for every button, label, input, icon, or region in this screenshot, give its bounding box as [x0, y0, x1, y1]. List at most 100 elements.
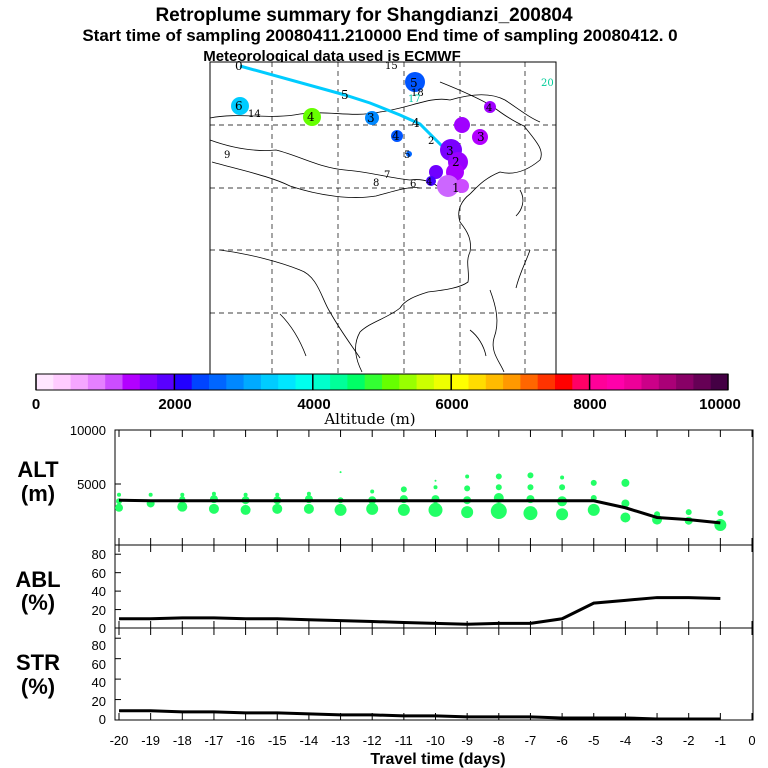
x-tick-label: -14	[300, 733, 319, 748]
alt-particle-dot	[272, 503, 283, 514]
str-ytick: 80	[92, 638, 106, 653]
x-tick-label: 0	[748, 733, 755, 748]
alt-series-line	[118, 498, 721, 525]
svg-text:2: 2	[452, 155, 460, 169]
colorbar-swatch	[451, 374, 469, 390]
panel-frames	[114, 429, 754, 721]
colorbar-swatch	[347, 374, 366, 390]
svg-text:2: 2	[428, 136, 434, 147]
colorbar-swatch	[278, 374, 296, 390]
x-tick-label: -3	[651, 733, 663, 748]
svg-text:1: 1	[452, 181, 460, 195]
x-axis-label: Travel time (days)	[370, 751, 505, 768]
alt-unit: (m)	[21, 481, 55, 506]
x-tick-label: -13	[331, 733, 350, 748]
x-tick-label: -6	[556, 733, 568, 748]
colorbar-swatch	[53, 374, 71, 390]
alt-particle-dot	[490, 503, 507, 519]
plume-marker	[303, 108, 321, 126]
alt-particle-dot	[527, 484, 534, 491]
plume-marker	[455, 179, 469, 193]
abl-ytick: 40	[92, 584, 106, 599]
alt-particle-dot	[465, 474, 470, 479]
str-unit: (%)	[21, 674, 55, 699]
alt-particle-dot	[148, 492, 153, 497]
plume-marker	[429, 165, 443, 179]
map-panel: 0 5 4 5 4 3 2 1 6 14 4 15 20 18 17 3 4 8…	[209, 59, 557, 375]
alt-particle-dot	[685, 509, 692, 516]
colorbar-swatch	[485, 374, 504, 390]
colorbar-swatch	[174, 374, 193, 390]
plume-marker	[472, 129, 488, 145]
str-frame	[114, 627, 754, 721]
alt-particle-dot	[587, 503, 600, 516]
alt-particle-dot	[211, 491, 216, 496]
colorbar-swatch	[641, 374, 660, 390]
x-tick-label: -18	[173, 733, 192, 748]
x-tick-label: -8	[493, 733, 505, 748]
colorbar-swatch	[330, 374, 348, 390]
abl-ytick: 0	[99, 621, 106, 636]
alt-particle-dot	[717, 510, 724, 517]
str-ytick: 20	[92, 694, 106, 709]
x-tick-label: -15	[268, 733, 287, 748]
colorbar-swatch	[433, 374, 452, 390]
colorbar-swatch	[364, 374, 383, 390]
svg-text:4: 4	[426, 177, 432, 188]
svg-text:6: 6	[235, 99, 243, 113]
alt-particle-dot	[559, 484, 566, 491]
svg-text:3: 3	[446, 144, 454, 158]
x-tick-label: -17	[205, 733, 224, 748]
colorbar-label: Altitude (m)	[323, 410, 415, 428]
colorbar-swatch	[209, 374, 227, 390]
svg-text:6: 6	[410, 179, 416, 190]
colorbar-swatch	[693, 374, 712, 390]
colorbar-swatch	[520, 374, 539, 390]
colorbar-swatch	[295, 374, 314, 390]
alt-particle-dot	[621, 499, 630, 508]
svg-text:4: 4	[486, 103, 492, 114]
colorbar-swatch	[399, 374, 417, 390]
plume-marker	[426, 176, 436, 186]
map-coastlines	[209, 81, 542, 373]
alt-particle-dot	[621, 478, 630, 487]
colorbar-tick: 4000	[297, 396, 330, 413]
alt-particle-dot	[370, 489, 375, 494]
colorbar-swatch	[503, 374, 521, 390]
colorbar-tick: 8000	[573, 396, 606, 413]
figure-title: Retroplume summary for Shangdianzi_20080…	[155, 5, 573, 26]
alt-particle-dot	[366, 502, 379, 515]
axis-ticks	[115, 429, 753, 720]
plume-marker	[391, 130, 403, 142]
colorbar-swatch	[87, 374, 106, 390]
colorbar-swatch	[105, 374, 123, 390]
colorbar-swatch	[260, 374, 279, 390]
svg-text:3: 3	[477, 130, 485, 144]
svg-text:3: 3	[367, 111, 375, 125]
meteo-source: Meteorological data used is ECMWF	[203, 48, 461, 65]
colorbar-swatch	[70, 374, 89, 390]
svg-text:4: 4	[392, 129, 400, 143]
alt-particle-dot	[433, 485, 438, 490]
str-series-line	[119, 709, 721, 721]
x-tick-label: -16	[236, 733, 255, 748]
plume-marker	[405, 72, 425, 92]
alt-particle-dot	[434, 479, 437, 482]
map-frame	[209, 61, 557, 375]
svg-text:9: 9	[224, 150, 230, 161]
svg-text:4: 4	[412, 116, 420, 130]
colorbar-swatch	[226, 374, 244, 390]
plume-marker	[406, 151, 412, 157]
alt-particle-dot	[208, 503, 219, 514]
colorbar-swatch	[139, 374, 158, 390]
x-tick-label: -10	[426, 733, 445, 748]
colorbar-swatch	[243, 374, 262, 390]
alt-particle-dot	[275, 492, 280, 497]
svg-text:5: 5	[404, 150, 410, 161]
colorbar-tick: 2000	[158, 396, 191, 413]
series-lines	[118, 498, 721, 721]
alt-particle-dot	[243, 492, 248, 497]
svg-text:20: 20	[541, 78, 554, 89]
alt-particle-dot	[464, 485, 471, 492]
